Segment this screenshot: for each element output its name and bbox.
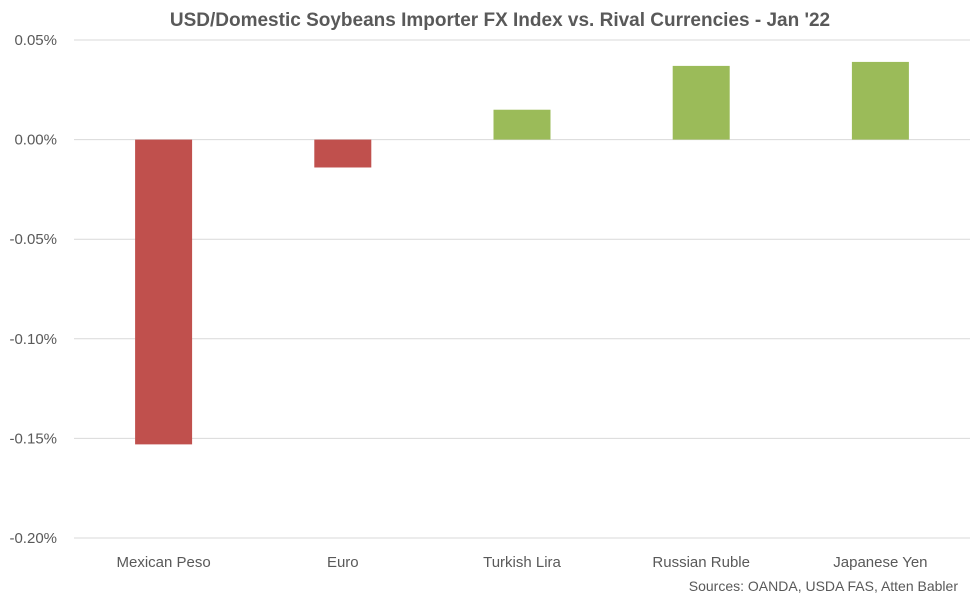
y-tick-label: -0.20% [9,530,57,547]
bar-russian-ruble [672,65,730,140]
gridlines [74,39,970,539]
bar-euro [314,139,372,168]
source-note: Sources: OANDA, USDA FAS, Atten Babler [689,578,959,594]
x-category-label: Turkish Lira [483,554,561,571]
x-category-label: Russian Ruble [652,554,750,571]
x-category-label: Mexican Peso [116,554,210,571]
bar-japanese-yen [851,61,909,140]
x-category-label: Japanese Yen [833,554,927,571]
y-tick-label: -0.15% [9,430,57,447]
y-axis-ticks: 0.05% 0.00% -0.05% -0.10% -0.15% -0.20% [9,32,57,547]
y-tick-label: 0.00% [14,132,57,149]
bar-mexican-peso [135,139,193,445]
bar-turkish-lira [493,109,551,140]
y-tick-label: -0.10% [9,331,57,348]
y-tick-label: 0.05% [14,32,57,49]
bars [135,61,909,445]
y-tick-label: -0.05% [9,231,57,248]
chart-title: USD/Domestic Soybeans Importer FX Index … [170,10,830,31]
x-category-label: Euro [327,554,359,571]
x-axis-categories: Mexican Peso Euro Turkish Lira Russian Rubl… [116,554,927,571]
